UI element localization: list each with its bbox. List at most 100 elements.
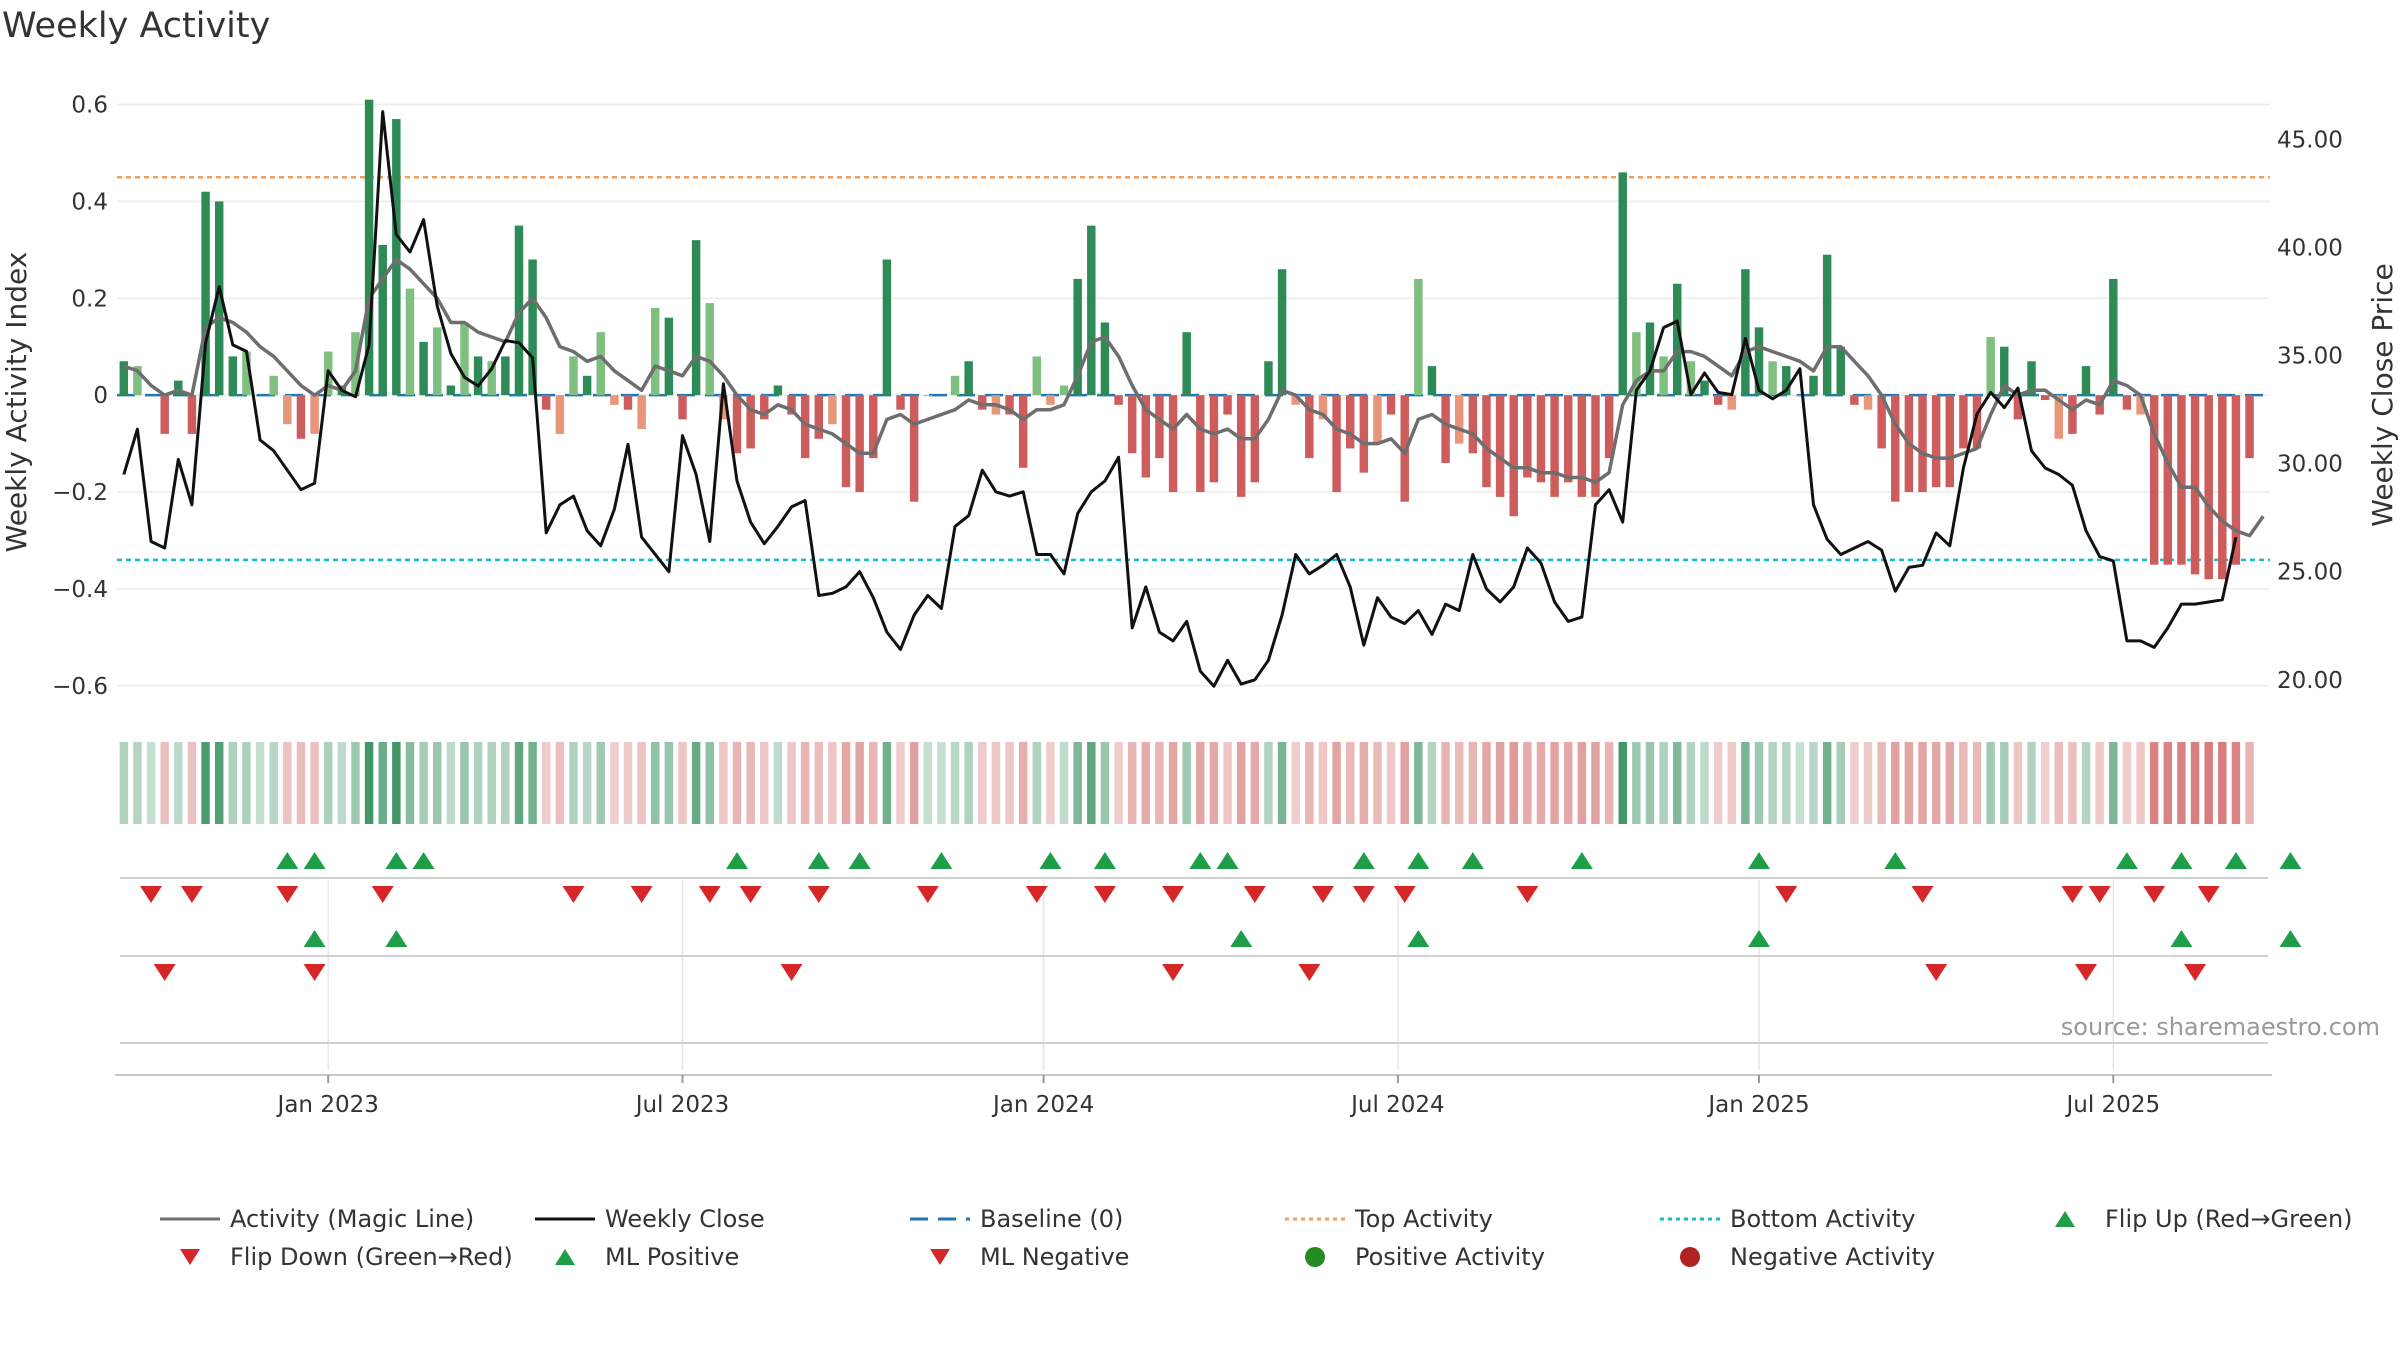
activity-bar <box>501 356 510 396</box>
activity-bar <box>1700 380 1709 396</box>
activity-bar <box>909 395 919 502</box>
ml-positive-marker <box>1748 930 1771 947</box>
activity-bar <box>1291 395 1300 405</box>
activity-strip-cell <box>1209 742 1219 824</box>
ml-positive-marker <box>2170 930 2193 947</box>
activity-strip-cell <box>964 742 973 824</box>
activity-bar <box>937 395 946 397</box>
activity-bar <box>773 385 783 396</box>
activity-strip-cell <box>2109 742 2118 824</box>
activity-bar <box>596 332 605 396</box>
y-left-tick-label: 0.4 <box>71 189 108 215</box>
activity-bars <box>119 99 2254 580</box>
y-right-tick-label: 20.00 <box>2277 668 2343 694</box>
ml-positive-marker <box>303 930 326 947</box>
activity-bar <box>746 395 755 449</box>
ml-negative-marker <box>1298 964 1321 981</box>
activity-bar <box>1141 395 1151 478</box>
activity-strip-cell <box>1891 742 1900 824</box>
y-axis-left-label: Weekly Activity Index <box>0 252 33 553</box>
activity-strip-cell <box>991 742 1001 824</box>
activity-strip-cell <box>1059 742 1069 824</box>
activity-strip-cell <box>1523 742 1532 824</box>
activity-strip-cell <box>1005 742 1014 824</box>
activity-bar <box>1059 385 1069 396</box>
activity-bar <box>1509 395 1518 517</box>
activity-strip-cell <box>1931 742 1941 824</box>
activity-strip-cell <box>501 742 510 824</box>
legend-label: Top Activity <box>1355 1205 1493 1233</box>
legend-label: Baseline (0) <box>980 1205 1124 1233</box>
activity-strip-cell <box>1713 742 1723 824</box>
activity-bar <box>1618 172 1627 396</box>
activity-bar <box>460 322 469 396</box>
activity-bar <box>1795 395 1805 397</box>
activity-strip-cell <box>2040 742 2050 824</box>
flip-down-marker <box>698 886 721 903</box>
activity-bar <box>1427 366 1437 396</box>
activity-strip-cell <box>2054 742 2064 824</box>
ml-negative-marker <box>780 964 803 981</box>
activity-strip-cell <box>2163 742 2173 824</box>
flip-down-marker <box>1093 886 1116 903</box>
flip-down-marker <box>630 886 653 903</box>
ml-negative-marker <box>303 964 326 981</box>
activity-bar <box>1768 361 1777 396</box>
activity-bar <box>1550 395 1559 497</box>
activity-strip-cell <box>569 742 578 824</box>
activity-strip-cell <box>1482 742 1491 824</box>
y-left-tick-label: −0.6 <box>52 674 108 700</box>
activity-strip-cell <box>1182 742 1191 824</box>
activity-strip-cell <box>1618 742 1627 824</box>
y-right-tick-label: 30.00 <box>2277 452 2343 478</box>
activity-bar <box>814 395 823 439</box>
activity-strip-cell <box>446 742 456 824</box>
legend-label: Flip Down (Green→Red) <box>230 1243 513 1271</box>
y-right-tick-label: 40.00 <box>2277 236 2343 262</box>
activity-strip-cell <box>542 742 551 824</box>
activity-strip-cell <box>896 742 905 824</box>
activity-strip-cell <box>1577 742 1587 824</box>
flip-down-marker <box>1911 886 1934 903</box>
legend-item: Baseline (0) <box>910 1205 1123 1233</box>
activity-strip-cell <box>1400 742 1409 824</box>
legend: Activity (Magic Line) Weekly Close Baselin… <box>160 1205 2400 1295</box>
activity-strip-cell <box>691 742 701 824</box>
x-tick-label: Jan 2023 <box>276 1092 379 1118</box>
legend-marker <box>2055 1211 2075 1227</box>
activity-strip-cell <box>1863 742 1873 824</box>
activity-strip-cell <box>1564 742 1573 824</box>
activity-strip-cell <box>1373 742 1382 824</box>
activity-bar <box>1713 395 1723 405</box>
activity-bar <box>1523 395 1532 478</box>
activity-bar <box>2040 395 2050 400</box>
x-tick-label: Jan 2025 <box>1706 1092 1809 1118</box>
activity-bar <box>1168 395 1178 493</box>
activity-bar <box>1959 395 1968 449</box>
activity-strip-cell <box>950 742 960 824</box>
flip-down-marker <box>916 886 939 903</box>
activity-bar <box>1836 346 1845 396</box>
activity-bar <box>964 361 973 396</box>
activity-strip-cell <box>228 742 238 824</box>
activity-bar <box>1441 395 1450 463</box>
activity-bar <box>569 356 578 396</box>
activity-bar <box>1604 395 1614 459</box>
activity-strip-cell <box>787 742 796 824</box>
activity-bar <box>1209 395 1219 483</box>
activity-bar <box>760 395 769 420</box>
activity-strip-cell <box>1604 742 1614 824</box>
activity-bar <box>1318 395 1328 420</box>
legend-label: Negative Activity <box>1730 1243 1936 1271</box>
ml-negative-marker <box>2184 964 2207 981</box>
activity-strip-cell <box>1114 742 1123 824</box>
legend-item: ML Negative <box>910 1243 1129 1271</box>
activity-bar <box>1018 395 1028 468</box>
activity-bar <box>433 327 442 396</box>
activity-bar <box>1482 395 1491 488</box>
flip-up-marker <box>2279 852 2302 869</box>
activity-bar <box>705 303 714 396</box>
activity-strip-cell <box>1986 742 1995 824</box>
flip-down-marker <box>807 886 830 903</box>
activity-strip-cell <box>1073 742 1082 824</box>
